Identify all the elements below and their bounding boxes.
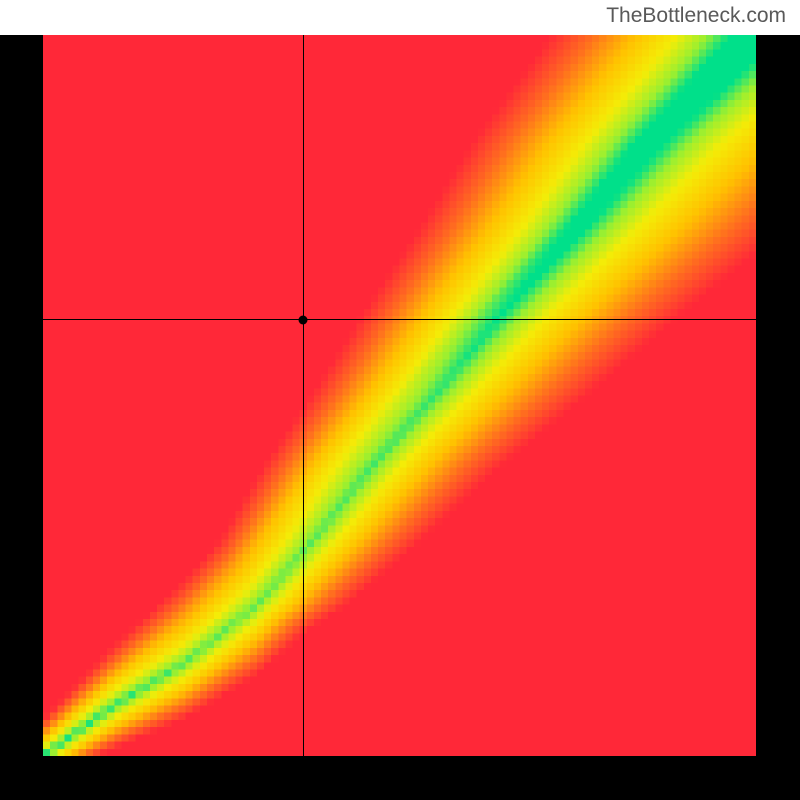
- crosshair-vertical: [303, 35, 304, 756]
- attribution-text: TheBottleneck.com: [606, 4, 786, 28]
- heatmap-canvas: [43, 35, 756, 756]
- crosshair-marker: [299, 315, 308, 324]
- crosshair-horizontal: [43, 319, 756, 320]
